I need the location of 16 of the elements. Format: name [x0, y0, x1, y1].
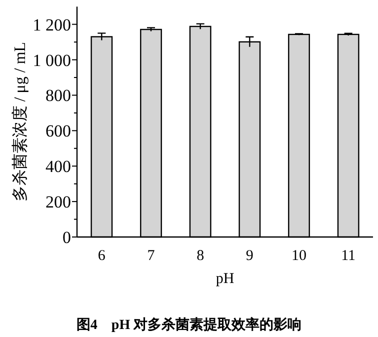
y-tick-label: 600 — [46, 122, 71, 141]
y-tick-label: 1 200 — [32, 15, 71, 34]
x-tick-label: 6 — [98, 248, 106, 264]
x-axis-title: pH — [216, 271, 234, 287]
x-tick-label: 11 — [341, 248, 356, 264]
x-tick-label: 10 — [292, 248, 306, 264]
text: 图4 pH 对多杀菌素提取效率的影响 — [76, 316, 302, 333]
y-tick-label: 400 — [46, 157, 71, 176]
x-tick-label: 8 — [196, 248, 204, 264]
y-tick-label: 800 — [46, 86, 71, 106]
y-axis-title: 多杀菌素浓度 / μg / mL — [11, 42, 29, 202]
y-tick-label: 1 000 — [32, 50, 71, 70]
x-tick-label: 9 — [246, 248, 254, 264]
y-tick-label: 200 — [46, 192, 71, 212]
y-tick-label: 0 — [62, 228, 71, 247]
x-tick-label: 7 — [147, 248, 156, 264]
